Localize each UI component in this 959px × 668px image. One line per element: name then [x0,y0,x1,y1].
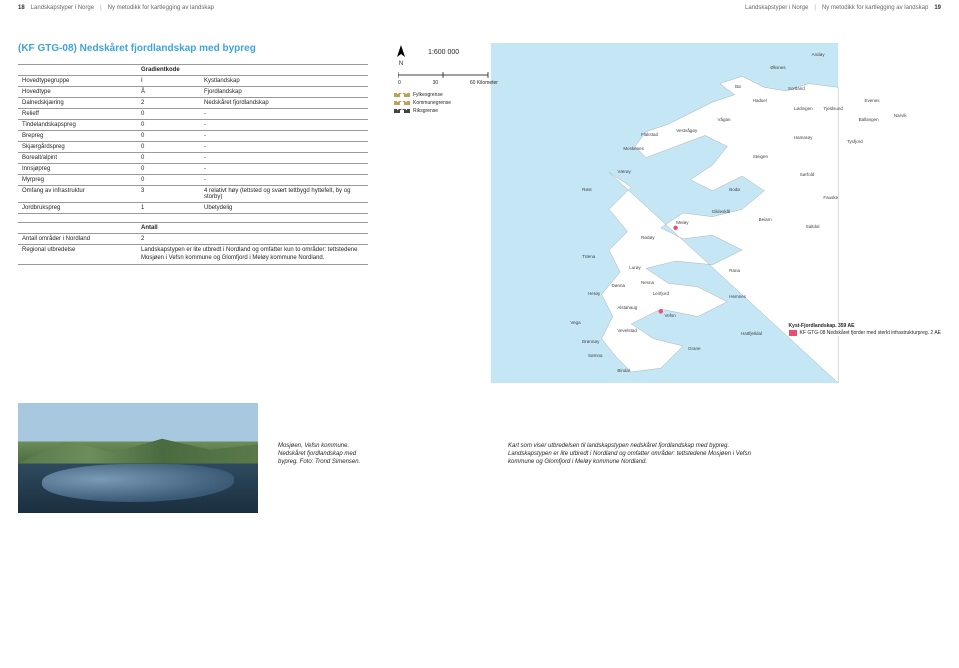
t1-h2 [200,65,368,76]
footer-row: Mosjøen, Vefsn kommune. Nedskåret fjordl… [0,383,959,513]
map-place-label: Meløy [676,220,688,225]
map-place-label: Hadsel [753,98,767,103]
map-place-label: Dønna [612,283,626,288]
right-column: N 1:600 000 0 30 60 Kilometer Fylkesgren… [388,43,941,383]
legend-swatch [789,330,797,336]
map-place-label: Sørfold [800,172,815,177]
map-place-label: Tjeldsund [823,106,843,111]
table-row: Tindelandskapspreg0- [18,120,368,131]
map-place-label: Vevelstad [617,328,637,333]
map-place-label: Tysfjord [847,139,863,144]
map-place-label: Grane [688,346,701,351]
map-scalebar: 0 30 60 Kilometer [398,71,498,86]
map-place-label: Beiarn [759,217,772,222]
map-place-label: Øksnes [770,65,785,70]
table-row: Innsjøpreg0- [18,164,368,175]
map-place-label: Vefsn [665,313,676,318]
map-place-label: Træna [582,254,595,259]
table-row: HovedtypeÅFjordlandskap [18,87,368,98]
section-title: (KF GTG-08) Nedskåret fjordlandskap med … [18,43,368,54]
map-place-label: Hemnes [729,294,746,299]
map-scale: 1:600 000 [428,49,459,56]
page-number-left: 18 [18,5,25,11]
map-place-label: Gildeskål [712,209,731,214]
table-row: HovedtypegruppeIKystlandskap [18,76,368,87]
t1-h0 [18,65,137,76]
table-row: Dalnedskjæring2Nedskåret fjordlandskap [18,98,368,109]
map-place-label: Brønnøy [582,339,599,344]
map-place-label: Herøy [588,291,600,296]
header-sub-right: Ny metodikk for kartlegging av landskap [822,5,928,11]
header-title-left: Landskapstyper i Norge [31,5,94,11]
photo-landscape [18,403,258,513]
page-number-right: 19 [934,5,941,11]
header-title-right: Landskapstyper i Norge [745,5,808,11]
table-row: Antall områder i Nordland2 [18,234,368,245]
map-place-label: Flakstad [641,132,658,137]
map-place-label: Bindal [617,368,630,373]
table-row: Regional utbredelseLandskapstypen er lit… [18,245,368,265]
map-line-legend: FylkesgrenseKommunegrenseRiksgrense [394,91,451,115]
map-place-label: Lurøy [629,265,641,270]
table-row: Skjærgårdspreg0- [18,142,368,153]
map-place-label: Andøy [812,52,825,57]
t2-h2 [200,223,368,234]
table-row: Myrpreg0- [18,175,368,186]
extent-table: Antall Antall områder i Nordland2Regiona… [18,222,368,265]
map-place-label: Vestvågøy [676,128,697,133]
map-place-label: Fauske [823,195,838,200]
classification-table: Gradientkode HovedtypegruppeIKystlandska… [18,64,368,214]
table-row: Brepreg0- [18,131,368,142]
map-place-label: Lødingen [794,106,813,111]
page-header: 18 Landskapstyper i Norge | Ny metodikk … [0,0,959,13]
table-row: Relieff0- [18,109,368,120]
t1-h1: Gradientkode [137,65,200,76]
map-place-label: Steigen [753,154,768,159]
map-place-label: Narvik [894,113,907,118]
map-container: N 1:600 000 0 30 60 Kilometer Fylkesgren… [388,43,941,383]
map-place-label: Rødøy [641,235,655,240]
map-place-label: Hamarøy [794,135,813,140]
map-place-label: Vågan [717,117,730,122]
t2-h0 [18,223,137,234]
map-place-label: Nesna [641,280,654,285]
map-place-label: Sortland [788,86,805,91]
north-arrow: N [396,45,406,67]
map-place-label: Bodø [729,187,740,192]
map-place-label: Røst [582,187,592,192]
map-place-label: Bø [735,84,741,89]
table-row: Borealt/alpint0- [18,153,368,164]
map-type-legend: Kyst-Fjordlandskap. 359 AE KF GTG-08 Ned… [789,323,941,336]
map-place-label: Vega [570,320,580,325]
map-place-label: Værøy [617,169,631,174]
content-row: (KF GTG-08) Nedskåret fjordlandskap med … [0,13,959,383]
photo-caption: Mosjøen, Vefsn kommune. Nedskåret fjordl… [278,403,368,513]
map-place-label: Sømna [588,353,603,358]
map-place-label: Alstahaug [617,305,637,310]
table-row: Jordbrukspreg1Ubetydelig [18,203,368,214]
map-place-label: Leirfjord [653,291,669,296]
t2-h1: Antall [137,223,200,234]
map-place-label: Hattfjelldal [741,331,762,336]
map-place-label: Saltdal [806,224,820,229]
map-place-label: Evenes [865,98,880,103]
map-place-label: Ballangen [859,117,879,122]
map-place-label: Rana [729,268,740,273]
header-sub-left: Ny metodikk for kartlegging av landskap [108,5,214,11]
left-column: (KF GTG-08) Nedskåret fjordlandskap med … [18,43,368,383]
table-row: Omfang av infrastruktur34 relativt høy (… [18,186,368,203]
map-place-label: Moskenes [623,146,644,151]
map-caption: Kart som viser utbredelsen til landskaps… [508,403,768,513]
